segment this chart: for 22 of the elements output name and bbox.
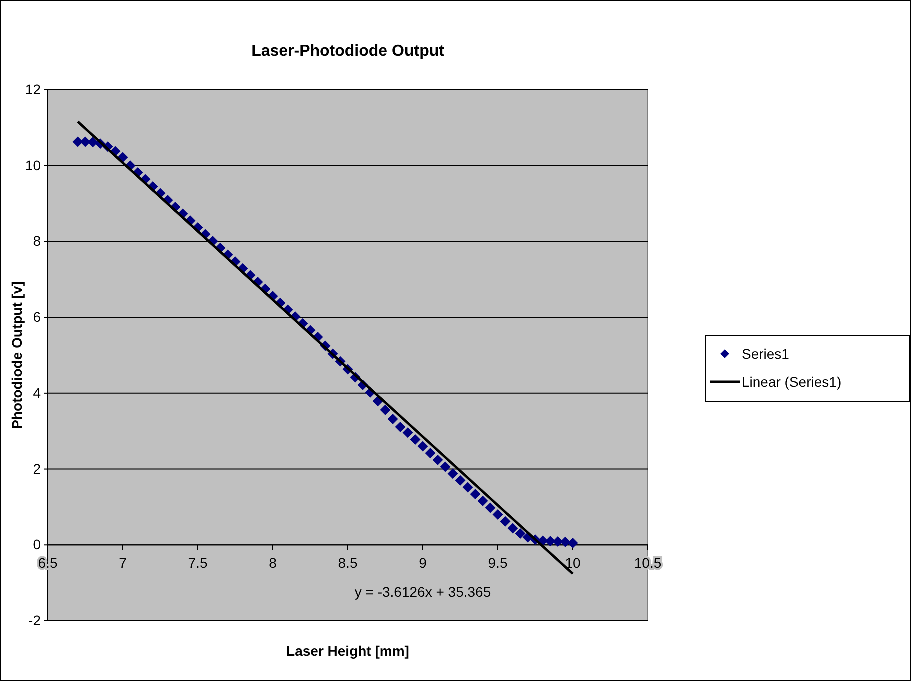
y-tick-label: 12 — [25, 81, 42, 98]
chart-title: Laser-Photodiode Output — [252, 43, 446, 60]
annotation: y = -3.6126x + 35.365 — [354, 584, 492, 600]
y-tick-label: 6 — [33, 309, 42, 326]
y-tick-label: 0 — [33, 536, 42, 553]
y-tick-label: 10 — [25, 157, 42, 174]
x-tick-label: 7 — [119, 555, 128, 572]
x-axis-title: Laser Height [mm] — [286, 643, 410, 659]
y-tick-label: 4 — [33, 384, 42, 401]
x-tick-label: 10 — [565, 555, 581, 572]
x-tick-label: 9 — [419, 555, 428, 572]
x-tick-label: 10.5 — [634, 555, 662, 572]
x-tick-label: 7.5 — [188, 555, 208, 572]
y-tick-label: 2 — [33, 460, 42, 477]
legend-label: Series1 — [742, 346, 790, 362]
x-tick-label: 8 — [269, 555, 278, 572]
legend-label: Linear (Series1) — [742, 374, 842, 390]
y-tick-label: 8 — [33, 233, 42, 250]
x-tick-label: 8.5 — [338, 555, 358, 572]
y-axis-title: Photodiode Output [v] — [9, 282, 25, 430]
x-tick-label: 9.5 — [488, 555, 508, 572]
y-tick-label: -2 — [28, 612, 42, 628]
